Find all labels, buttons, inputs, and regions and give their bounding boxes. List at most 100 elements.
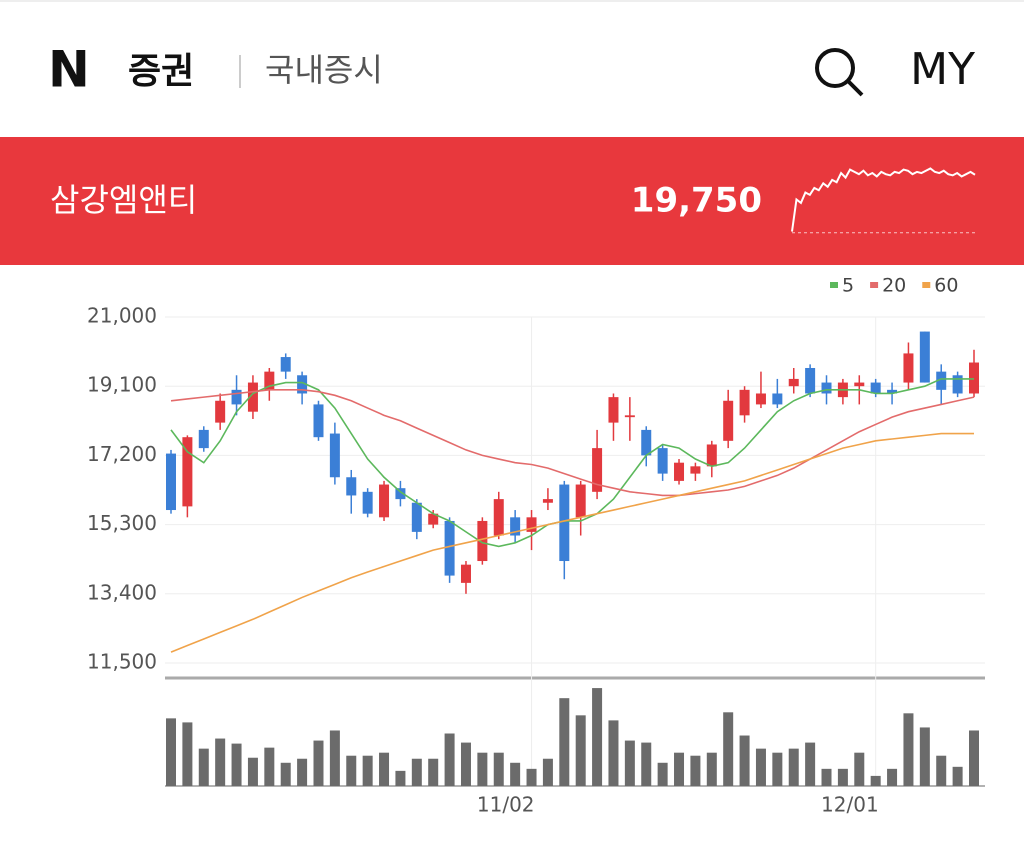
candle-body — [297, 375, 308, 394]
candle-body — [493, 499, 504, 536]
volume-bar — [510, 762, 521, 786]
candle-body — [870, 382, 881, 394]
candle-body — [674, 462, 685, 481]
volume-bar — [231, 743, 242, 786]
candle-body — [657, 448, 668, 474]
volume-bar — [805, 742, 816, 786]
candle-body — [346, 477, 357, 496]
candle-body — [952, 375, 963, 394]
candle-body — [510, 517, 521, 536]
volume-bar — [854, 752, 865, 786]
volume-bar — [919, 727, 930, 786]
volume-bar — [362, 755, 373, 786]
candle-body — [624, 415, 635, 418]
volume-bar — [624, 740, 635, 786]
volume-bar — [837, 768, 848, 786]
candle-body — [166, 453, 176, 511]
volume-bar — [329, 730, 340, 786]
volume-bar — [313, 740, 324, 786]
volume-bar — [247, 757, 258, 786]
candle-body — [690, 466, 701, 474]
volume-bar — [280, 762, 291, 786]
candle-body — [198, 429, 209, 449]
legend-label: 60 — [934, 275, 958, 297]
candle-body — [542, 499, 553, 503]
candle-body — [739, 389, 750, 416]
candle-body — [788, 378, 799, 387]
y-tick-label: 15,300 — [87, 511, 157, 535]
candle-body — [379, 484, 390, 518]
candle-body — [608, 397, 619, 423]
volume-bar — [182, 722, 193, 786]
volume-bar — [952, 766, 963, 786]
candle-body — [805, 367, 816, 394]
volume-bar — [739, 735, 750, 786]
volume-bar — [592, 688, 603, 786]
candle-body — [231, 389, 242, 405]
y-tick-label: 17,200 — [87, 442, 157, 466]
volume-bar — [166, 718, 176, 786]
candle-body — [706, 444, 717, 467]
candle-body — [641, 429, 652, 456]
volume-bar — [542, 758, 553, 786]
candle-body — [280, 357, 291, 372]
candle-body — [821, 382, 832, 394]
volume-bar — [870, 775, 881, 786]
volume-bar — [460, 742, 471, 786]
volume-bar — [690, 755, 701, 786]
volume-bar — [477, 752, 488, 786]
candle-body — [526, 517, 537, 532]
service-name[interactable]: 증권 — [128, 51, 194, 92]
candle-body — [772, 393, 783, 405]
logo[interactable]: N — [48, 41, 90, 99]
volume-bar — [772, 752, 783, 786]
candle-body — [854, 382, 865, 387]
y-tick-label: 11,500 — [87, 650, 157, 674]
candle-body — [969, 362, 979, 394]
volume-bar — [936, 755, 947, 786]
legend-label: 20 — [882, 275, 906, 297]
volume-bar — [887, 768, 898, 786]
stock-banner — [0, 137, 1024, 265]
volume-bar — [821, 768, 832, 786]
my-menu[interactable]: MY — [910, 44, 975, 95]
volume-bar — [559, 698, 570, 786]
candle-body — [559, 484, 570, 562]
volume-bar — [575, 715, 586, 786]
volume-bar — [674, 752, 685, 786]
volume-bar — [706, 752, 717, 786]
stock-price: 19,750 — [631, 181, 762, 221]
sparkline — [791, 167, 976, 232]
volume-bar — [526, 768, 537, 786]
stock-name: 삼강엠앤티 — [50, 181, 197, 219]
volume-bar — [903, 713, 914, 786]
candle-body — [411, 502, 422, 532]
volume-bar — [493, 752, 504, 786]
candle-body — [936, 371, 947, 390]
volume-bar — [641, 742, 652, 786]
volume-bar — [264, 747, 275, 786]
volume-bar — [395, 770, 406, 786]
candle-body — [460, 564, 471, 583]
volume-bar — [969, 730, 979, 786]
candle-body — [477, 520, 488, 562]
candle-body — [264, 371, 275, 390]
candle-body — [723, 400, 734, 441]
legend-swatch — [922, 282, 931, 288]
candle-body — [329, 433, 340, 478]
volume-bar — [788, 748, 799, 786]
search-icon[interactable] — [815, 48, 864, 97]
candle-body — [313, 404, 324, 438]
candle-body — [395, 488, 406, 500]
volume-bar — [755, 748, 766, 786]
volume-bar — [346, 755, 357, 786]
candle-body — [362, 491, 373, 514]
x-tick-label: 11/02 — [477, 793, 535, 817]
candle-body — [247, 382, 258, 412]
volume-bar — [608, 720, 619, 786]
legend-swatch — [830, 282, 838, 288]
moving-average-line — [170, 389, 975, 497]
section-name[interactable]: 국내증시 — [265, 51, 383, 89]
volume-bar — [297, 758, 308, 786]
